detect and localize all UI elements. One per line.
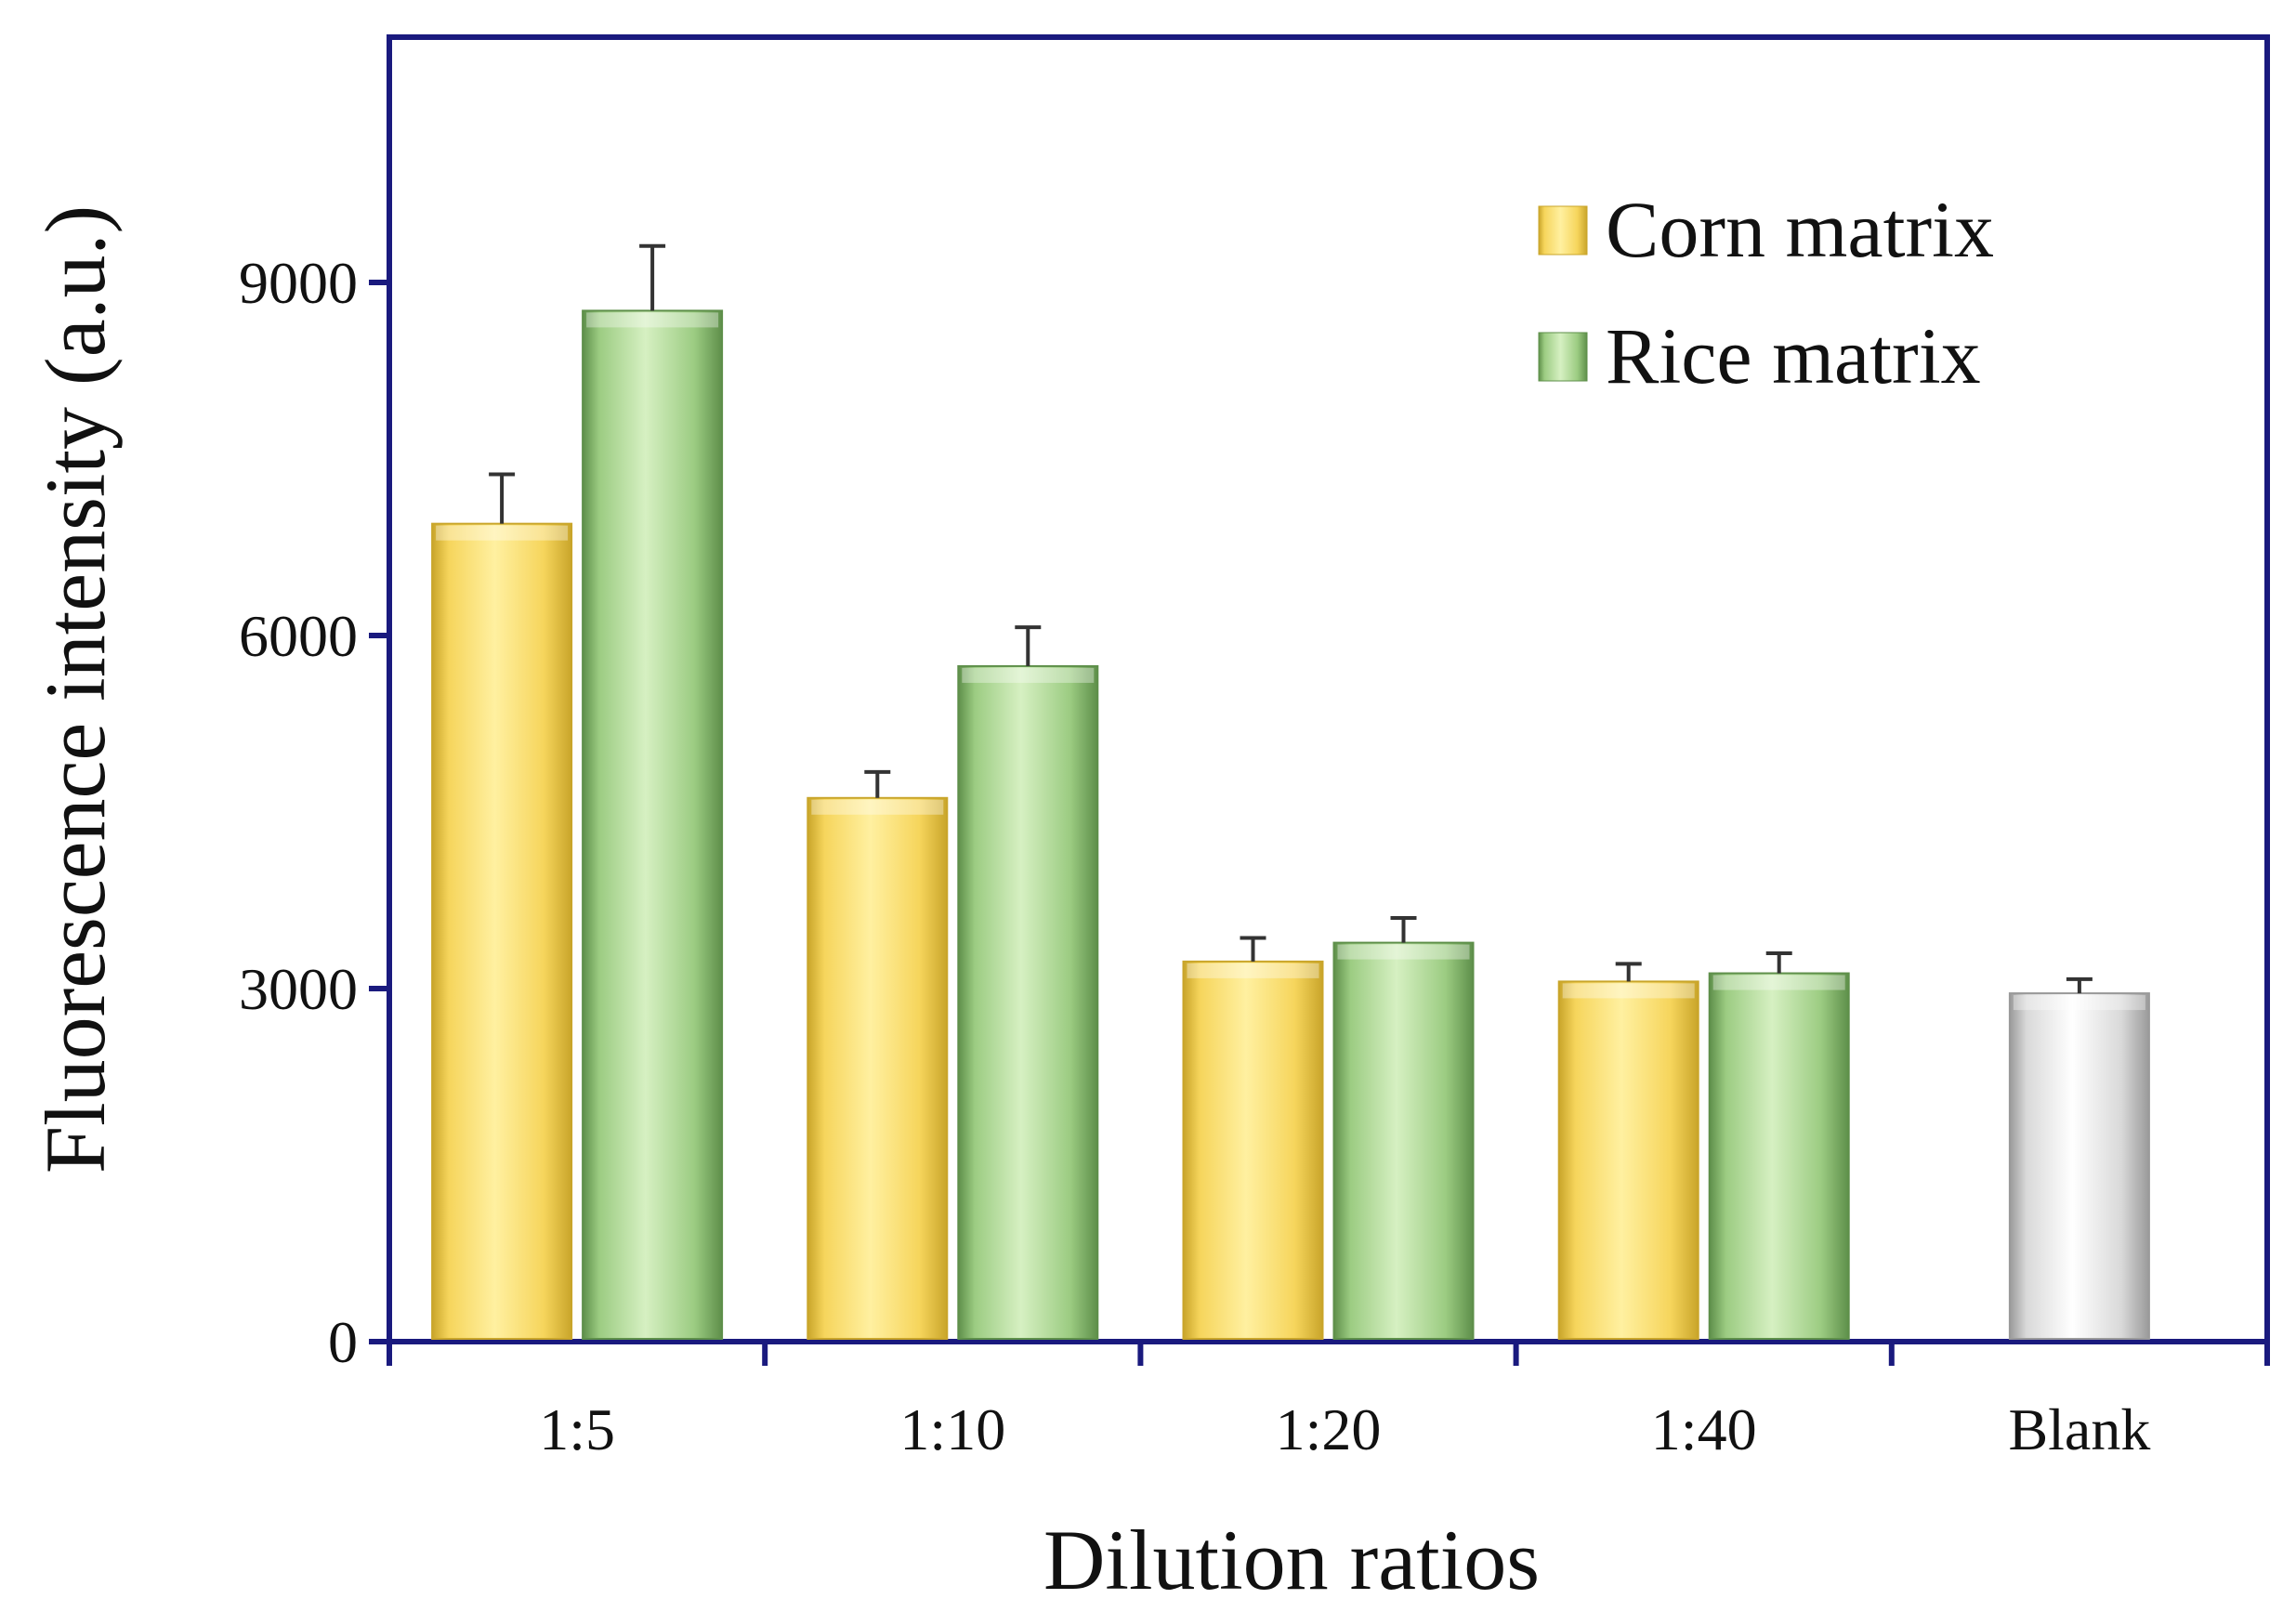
y-axis-title: Fluorescence intensity (a.u.) — [28, 205, 123, 1173]
bar-bevel-blank-blank — [2013, 995, 2145, 1011]
bar-rice-matrix-1-5 — [582, 309, 724, 1340]
y-tick-label-6000: 6000 — [239, 603, 358, 669]
legend-item-corn: Corn matrix — [1538, 185, 1994, 274]
plot-frame — [387, 34, 2270, 1344]
bar-blank-blank — [2008, 992, 2150, 1340]
bar-corn-matrix-1-5 — [431, 522, 573, 1340]
bar-bevel-corn-matrix-1-5 — [436, 525, 569, 541]
x-axis-title: Dilution ratios — [1043, 1513, 1540, 1607]
legend-swatch-corn-matrix — [1538, 205, 1588, 256]
bar-bevel-corn-matrix-1-40 — [1562, 983, 1695, 999]
bar-bevel-corn-matrix-1-10 — [811, 799, 944, 815]
x-tick-label-1-10: 1:10 — [899, 1396, 1005, 1462]
bar-bevel-rice-matrix-1-40 — [1712, 975, 1845, 990]
legend-label-rice-matrix: Rice matrix — [1606, 311, 1981, 400]
legend-label-corn-matrix: Corn matrix — [1606, 185, 1994, 274]
bar-rice-matrix-1-10 — [957, 664, 1099, 1340]
bar-corn-matrix-1-10 — [807, 796, 949, 1340]
bar-bevel-corn-matrix-1-20 — [1187, 963, 1319, 978]
y-tick-label-0: 0 — [328, 1309, 358, 1375]
bar-rice-matrix-1-20 — [1332, 941, 1475, 1340]
legend-item-rice: Rice matrix — [1538, 311, 1981, 400]
bar-corn-matrix-1-40 — [1557, 980, 1699, 1341]
bar-corn-matrix-1-20 — [1182, 960, 1324, 1341]
bar-bevel-rice-matrix-1-20 — [1337, 944, 1470, 960]
y-tick-label-9000: 9000 — [239, 250, 358, 316]
y-axis-ticks: 0 3000 6000 9000 — [239, 250, 389, 1375]
x-axis-ticks: 1:5 1:10 1:20 1:40 Blank — [387, 1342, 2270, 1462]
x-tick-label-1-20: 1:20 — [1276, 1396, 1382, 1462]
y-tick-label-3000: 3000 — [239, 956, 358, 1022]
bar-bevel-rice-matrix-1-5 — [586, 312, 719, 328]
legend-swatch-rice-matrix — [1538, 332, 1588, 382]
x-tick-label-1-40: 1:40 — [1651, 1396, 1757, 1462]
bar-bevel-rice-matrix-1-10 — [962, 667, 1095, 683]
bar-rice-matrix-1-40 — [1708, 972, 1850, 1340]
x-tick-label-1-5: 1:5 — [539, 1396, 615, 1462]
x-tick-label-blank: Blank — [2008, 1396, 2150, 1462]
bars-layer — [431, 243, 2150, 1341]
legend: Corn matrix Rice matrix — [1538, 185, 1994, 400]
